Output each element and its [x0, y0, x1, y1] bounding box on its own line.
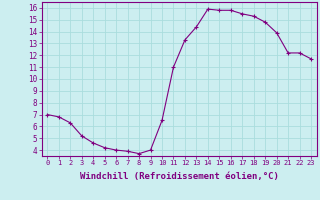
X-axis label: Windchill (Refroidissement éolien,°C): Windchill (Refroidissement éolien,°C) — [80, 172, 279, 181]
